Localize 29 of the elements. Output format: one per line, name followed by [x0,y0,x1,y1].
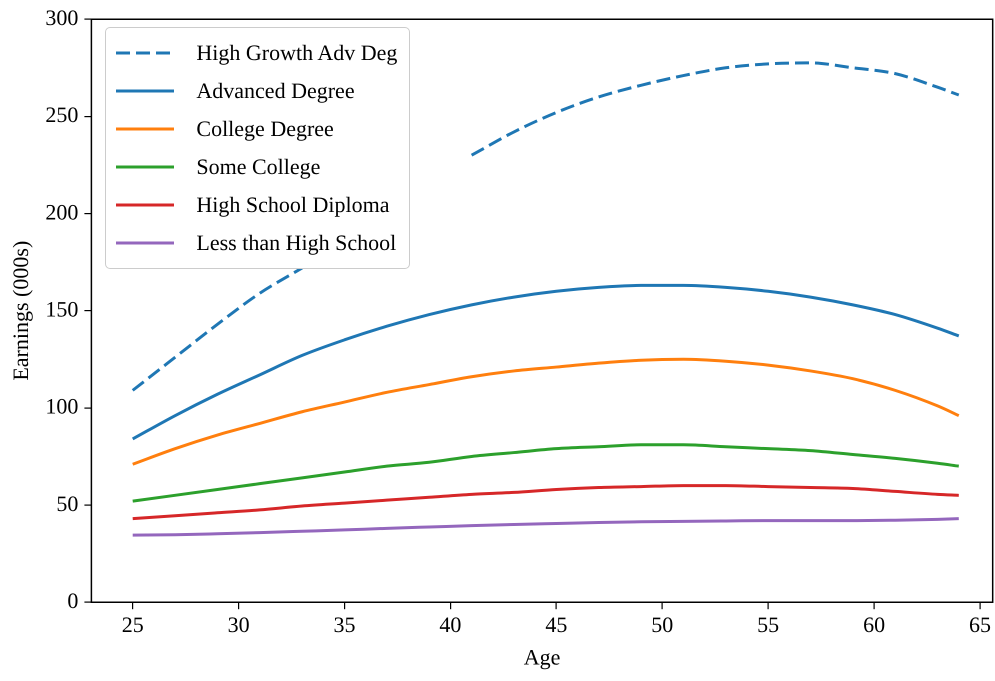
x-tick-label: 50 [651,612,674,638]
x-tick-label: 60 [863,612,886,638]
x-tick-label: 30 [228,612,250,638]
x-tick-label: 65 [968,612,991,638]
legend-label: High Growth Adv Deg [196,40,398,66]
line-series [131,284,960,440]
y-axis-title: Earnings (000s) [8,240,33,381]
y-tick-label: 50 [56,490,78,516]
y-tick-label: 150 [45,296,78,322]
y-tick-label: 100 [45,394,78,419]
x-tick-label: 35 [334,612,356,638]
x-tick-label: 55 [757,612,780,638]
x-tick-label: 45 [545,612,568,638]
line-series [131,358,960,466]
legend-label: Some College [196,154,320,180]
x-tick-label: 40 [439,612,462,638]
line-series [131,484,960,520]
x-axis-title: Age [524,644,560,670]
x-tick-label: 25 [122,612,144,638]
y-tick-label: 300 [45,4,78,30]
legend-label: Less than High School [196,230,396,256]
legend-label: College Degree [196,116,334,142]
line-series [131,517,960,537]
legend-label: Advanced Degree [196,78,355,104]
legend-label: High School Diploma [196,192,390,218]
y-tick-label: 250 [45,102,78,128]
line-series [131,443,960,503]
y-tick-label: 200 [45,199,78,224]
y-tick-label: 0 [67,588,78,613]
